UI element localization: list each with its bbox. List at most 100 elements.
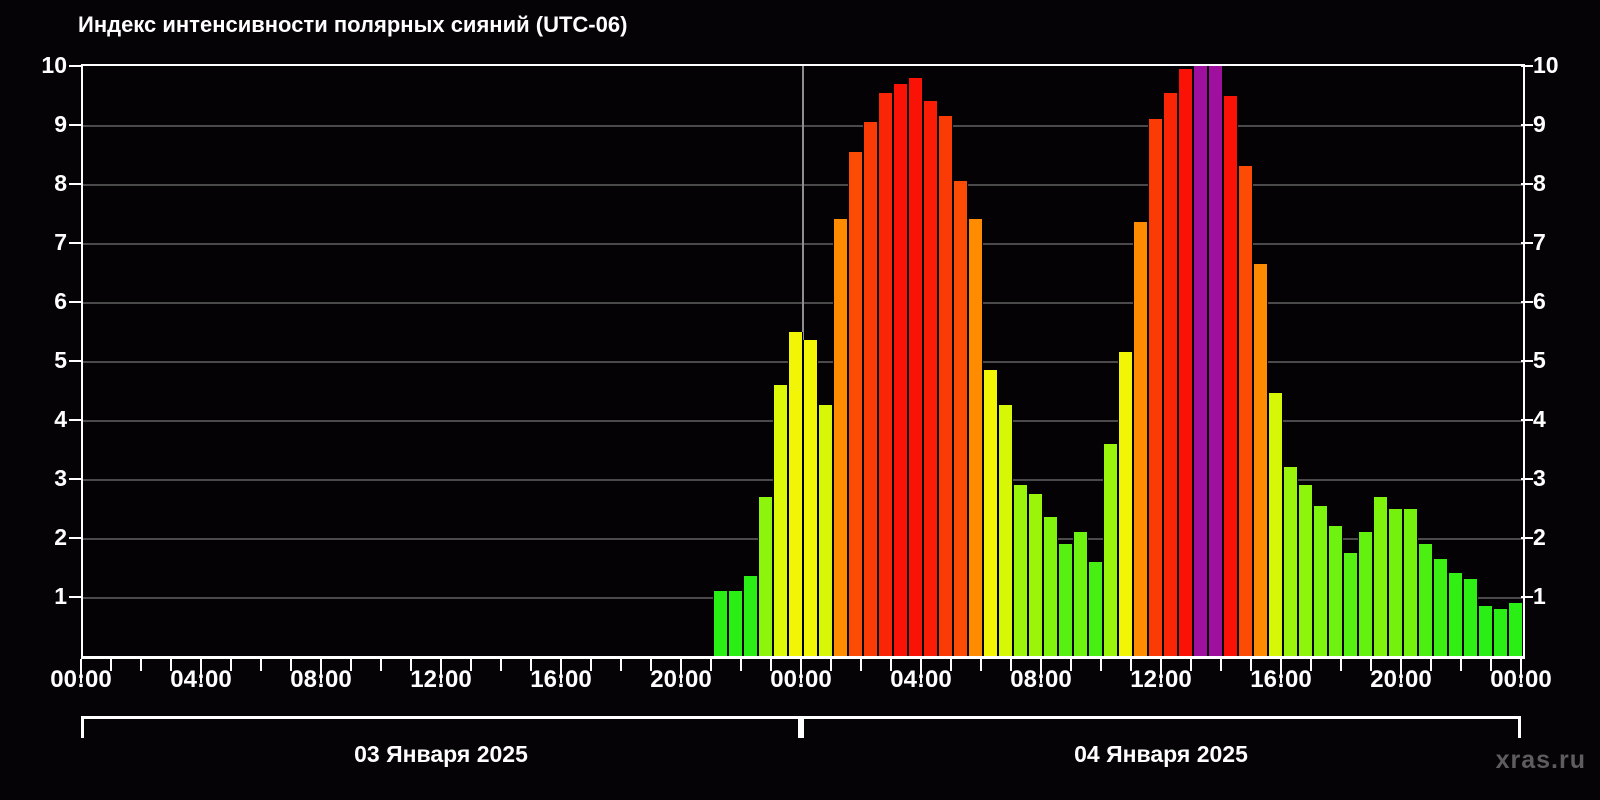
- x-tick-mark-major: [1040, 659, 1042, 683]
- x-tick-mark-major: [80, 659, 82, 683]
- x-tick-mark-minor: [710, 659, 712, 671]
- bar: [833, 219, 848, 656]
- day-bracket: [81, 716, 801, 738]
- y-tick-label-right: 5: [1533, 347, 1546, 373]
- plot-area: [81, 66, 1525, 656]
- bar: [893, 83, 908, 656]
- x-tick-mark-major: [440, 659, 442, 683]
- y-tick-mark-right: [1521, 242, 1533, 244]
- x-tick-mark-major: [1400, 659, 1402, 683]
- y-tick-label-right: 4: [1533, 406, 1546, 432]
- x-tick-mark-minor: [1370, 659, 1372, 671]
- y-tick-label-left: 10: [41, 52, 67, 78]
- x-tick-mark-major: [1160, 659, 1162, 683]
- y-tick-mark-right: [1521, 301, 1533, 303]
- x-tick-mark-minor: [500, 659, 502, 671]
- bar: [1073, 532, 1088, 656]
- x-tick-mark-major: [560, 659, 562, 683]
- day-label: 04 Января 2025: [1074, 741, 1248, 767]
- bar: [983, 369, 998, 656]
- y-tick-mark-right: [1521, 478, 1533, 480]
- x-tick-mark-minor: [1340, 659, 1342, 671]
- x-tick-label: 16:00: [1250, 666, 1312, 693]
- bar: [743, 576, 758, 656]
- plot-top-border: [81, 64, 1525, 67]
- bar: [728, 591, 743, 656]
- bar: [1358, 532, 1373, 656]
- y-tick-mark-left: [69, 65, 81, 67]
- bar: [1478, 605, 1493, 656]
- x-tick-mark-minor: [1250, 659, 1252, 671]
- bar: [923, 101, 938, 656]
- bar: [848, 151, 863, 656]
- x-tick-mark-minor: [170, 659, 172, 671]
- x-tick-label: 08:00: [1010, 666, 1072, 693]
- y-tick-mark-right: [1521, 596, 1533, 598]
- bar: [803, 340, 818, 656]
- x-tick-mark-minor: [470, 659, 472, 671]
- y-tick-label-left: 3: [54, 465, 67, 491]
- bar: [1403, 508, 1418, 656]
- bar: [1118, 352, 1133, 656]
- x-tick-mark-minor: [1100, 659, 1102, 671]
- bar: [1013, 484, 1028, 656]
- y-tick-mark-left: [69, 537, 81, 539]
- x-tick-mark-minor: [740, 659, 742, 671]
- bar-series: [83, 66, 1523, 656]
- x-tick-mark-minor: [380, 659, 382, 671]
- bar: [1493, 608, 1508, 656]
- bar: [1133, 222, 1148, 656]
- x-tick-mark-minor: [950, 659, 952, 671]
- y-tick-label-right: 1: [1533, 583, 1546, 609]
- bar: [713, 591, 728, 656]
- x-tick-label: 12:00: [1130, 666, 1192, 693]
- bar: [908, 77, 923, 656]
- bar: [1298, 484, 1313, 656]
- bar: [1343, 552, 1358, 656]
- bar: [1463, 579, 1478, 656]
- bar: [1508, 602, 1523, 656]
- y-tick-label-right: 7: [1533, 229, 1546, 255]
- x-tick-mark-minor: [530, 659, 532, 671]
- bar: [1043, 517, 1058, 656]
- bar: [1448, 573, 1463, 656]
- page-title: Индекс интенсивности полярных сияний (UT…: [78, 12, 628, 37]
- bar: [758, 496, 773, 656]
- bar: [1193, 66, 1208, 656]
- y-tick-mark-right: [1521, 360, 1533, 362]
- y-tick-label-left: 4: [54, 406, 67, 432]
- x-tick-mark-minor: [1490, 659, 1492, 671]
- bar: [788, 331, 803, 656]
- y-tick-mark-right: [1521, 124, 1533, 126]
- y-tick-mark-left: [69, 478, 81, 480]
- day-bracket: [801, 716, 1521, 738]
- bar: [1283, 467, 1298, 656]
- bar: [1388, 508, 1403, 656]
- bar: [938, 116, 953, 656]
- y-tick-label-left: 2: [54, 524, 67, 550]
- bar: [1163, 92, 1178, 656]
- bar: [878, 92, 893, 656]
- x-tick-mark-minor: [1130, 659, 1132, 671]
- plot-bottom-border: [81, 656, 1525, 659]
- bar: [1208, 66, 1223, 656]
- bar: [863, 122, 878, 656]
- x-tick-label: 08:00: [290, 666, 352, 693]
- x-tick-mark-minor: [1220, 659, 1222, 671]
- y-tick-mark-left: [69, 183, 81, 185]
- x-tick-mark-minor: [1070, 659, 1072, 671]
- x-tick-mark-minor: [230, 659, 232, 671]
- x-tick-mark-major: [320, 659, 322, 683]
- y-tick-mark-right: [1521, 183, 1533, 185]
- x-tick-mark-major: [200, 659, 202, 683]
- x-tick-mark-minor: [830, 659, 832, 671]
- bar: [1223, 95, 1238, 656]
- x-tick-mark-major: [920, 659, 922, 683]
- bar: [1373, 496, 1388, 656]
- bar: [968, 219, 983, 656]
- x-tick-label: 04:00: [170, 666, 232, 693]
- bar: [818, 405, 833, 656]
- day-label: 03 Января 2025: [354, 741, 528, 767]
- x-tick-mark-major: [800, 659, 802, 683]
- watermark: xras.ru: [1495, 746, 1586, 774]
